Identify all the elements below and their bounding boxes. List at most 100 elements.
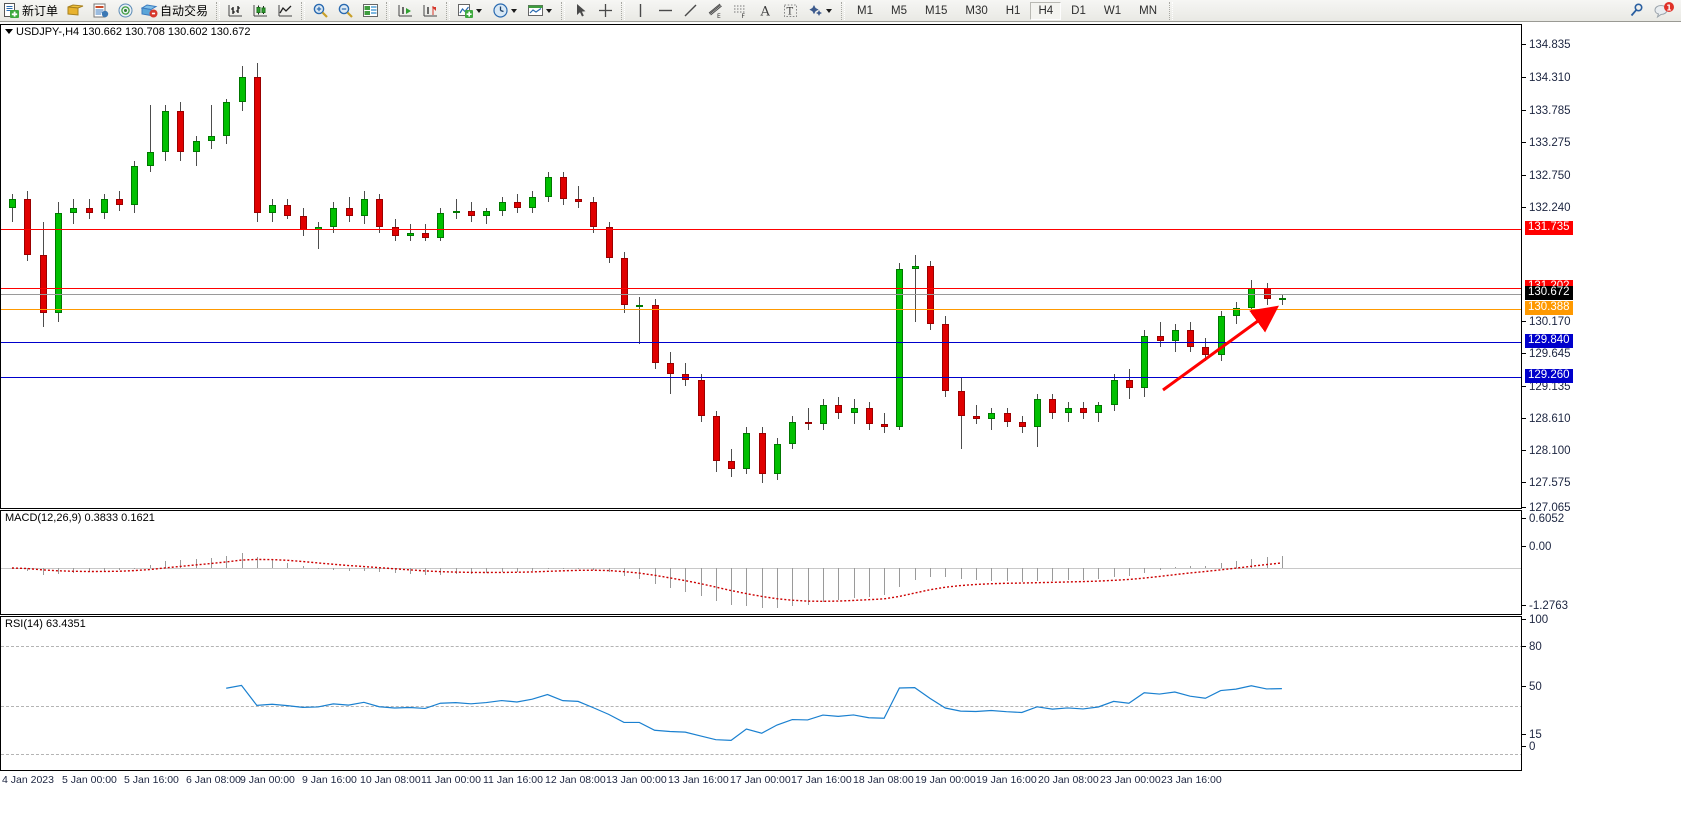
equidistant-channel-button[interactable]: E bbox=[704, 1, 727, 21]
folder-icon bbox=[67, 2, 84, 19]
timeframe-button-d1[interactable]: D1 bbox=[1071, 4, 1086, 17]
tick-label: 132.240 bbox=[1529, 202, 1571, 214]
vertical-line-button[interactable] bbox=[629, 1, 652, 21]
tick-label: 128.610 bbox=[1529, 413, 1571, 425]
trendline-button[interactable] bbox=[679, 1, 702, 21]
timeframe-button-m5[interactable]: M5 bbox=[891, 4, 907, 17]
templates-button[interactable] bbox=[524, 1, 557, 21]
price-level-label-resistance-2[interactable]: 131.735 bbox=[1525, 221, 1573, 235]
tick-label: 0.6052 bbox=[1529, 513, 1565, 525]
timeframe-button-m1[interactable]: M1 bbox=[857, 4, 874, 17]
chart-menu-chevron-down-icon[interactable] bbox=[5, 29, 13, 34]
horizontal-line-icon bbox=[657, 2, 674, 19]
auto-trading-button[interactable]: 自动交易 bbox=[139, 1, 212, 21]
candlestick bbox=[1064, 25, 1072, 505]
zoom-in-icon bbox=[312, 2, 329, 19]
line-chart-button[interactable] bbox=[274, 1, 297, 21]
templates-chevron-down-icon[interactable] bbox=[546, 8, 553, 13]
search-icon[interactable] bbox=[1628, 2, 1645, 19]
macd-histogram-bar bbox=[914, 568, 916, 580]
price-line-pivot-level[interactable] bbox=[1, 309, 1521, 310]
new-order-button[interactable]: 新订单 bbox=[1, 1, 62, 21]
time-tick-label: 19 Jan 16:00 bbox=[976, 774, 1037, 786]
tick-mark bbox=[1522, 44, 1526, 45]
tick-mark bbox=[1522, 482, 1526, 483]
bar-chart-button[interactable] bbox=[224, 1, 247, 21]
zoom-in-button[interactable] bbox=[309, 1, 332, 21]
market-watch-button[interactable] bbox=[89, 1, 112, 21]
candle-body bbox=[1141, 335, 1149, 389]
notifications-icon[interactable]: 1 bbox=[1653, 2, 1675, 19]
candlestick bbox=[819, 25, 827, 505]
candlestick bbox=[269, 25, 277, 505]
candle-body bbox=[1278, 297, 1286, 300]
tick-mark bbox=[1522, 605, 1526, 606]
crosshair-icon bbox=[597, 2, 614, 19]
timeframe-button-w1[interactable]: W1 bbox=[1103, 4, 1122, 17]
price-level-label-current-price[interactable]: 130.672 bbox=[1525, 286, 1573, 300]
price-line-support-2[interactable] bbox=[1, 377, 1521, 378]
price-line-resistance-1[interactable] bbox=[1, 288, 1521, 289]
chart-shift-button[interactable] bbox=[419, 1, 442, 21]
horizontal-line-button[interactable] bbox=[654, 1, 677, 21]
navigator-button[interactable] bbox=[114, 1, 137, 21]
time-tick-label: 10 Jan 08:00 bbox=[360, 774, 421, 786]
candlestick bbox=[835, 25, 843, 505]
chart-area[interactable]: USDJPY-,H4 130.662 130.708 130.602 130.6… bbox=[0, 22, 1681, 826]
macd-histogram-bar bbox=[409, 568, 411, 575]
shapes-button[interactable] bbox=[804, 1, 837, 21]
macd-histogram-bar bbox=[899, 568, 901, 587]
price-scale[interactable]: 134.835 134.310 133.785 133.275 132.750 132.2… bbox=[1522, 24, 1681, 771]
timeframe-button-h1[interactable]: H1 bbox=[1005, 4, 1021, 17]
tile-windows-button[interactable] bbox=[359, 1, 382, 21]
price-tick: 127.575 bbox=[1522, 477, 1571, 489]
candlestick bbox=[1263, 25, 1271, 505]
crosshair-button[interactable] bbox=[594, 1, 617, 21]
time-axis[interactable]: 4 Jan 2023 5 Jan 00:00 5 Jan 16:00 6 Jan 08… bbox=[0, 772, 1681, 790]
candle-body bbox=[957, 391, 965, 417]
macd-histogram-bar bbox=[103, 568, 105, 572]
text-button[interactable]: A bbox=[754, 1, 777, 21]
price-line-support-1[interactable] bbox=[1, 342, 1521, 343]
candlestick bbox=[911, 25, 919, 505]
price-level-label-support-2[interactable]: 129.260 bbox=[1525, 369, 1573, 383]
rsi-pane[interactable]: RSI(14) 63.4351 bbox=[0, 616, 1522, 771]
indicator-tick: 15 bbox=[1522, 729, 1542, 741]
price-level-label-pivot-level[interactable]: 130.388 bbox=[1525, 301, 1573, 315]
timeframe-button-mn[interactable]: MN bbox=[1139, 4, 1157, 17]
timeframe-button-m15[interactable]: M15 bbox=[925, 4, 948, 17]
candlestick bbox=[666, 25, 674, 505]
price-level-label-support-1[interactable]: 129.840 bbox=[1525, 334, 1573, 348]
macd-histogram-bar bbox=[807, 568, 809, 605]
period-button[interactable] bbox=[489, 1, 522, 21]
shapes-chevron-down-icon[interactable] bbox=[826, 8, 833, 13]
indicators-button[interactable] bbox=[454, 1, 487, 21]
tick-mark bbox=[1522, 77, 1526, 78]
text-label-button[interactable]: T bbox=[779, 1, 802, 21]
cursor-button[interactable] bbox=[569, 1, 592, 21]
timeframe-button-h4[interactable]: H4 bbox=[1030, 1, 1062, 20]
candle-body bbox=[24, 199, 32, 255]
macd-pane[interactable]: MACD(12,26,9) 0.3833 0.1621 bbox=[0, 510, 1522, 615]
candlestick-chart-button[interactable] bbox=[249, 1, 272, 21]
candle-body bbox=[376, 199, 384, 228]
candle-body bbox=[1171, 330, 1179, 342]
fibonacci-button[interactable]: F bbox=[729, 1, 752, 21]
zoom-out-button[interactable] bbox=[334, 1, 357, 21]
candle-wick bbox=[884, 413, 886, 433]
price-tick: 128.610 bbox=[1522, 413, 1571, 425]
toolbar-separator-6 bbox=[621, 1, 626, 20]
period-chevron-down-icon[interactable] bbox=[511, 8, 518, 13]
profiles-button[interactable] bbox=[64, 1, 87, 21]
macd-histogram-bar bbox=[1159, 568, 1161, 570]
price-pane[interactable]: USDJPY-,H4 130.662 130.708 130.602 130.6… bbox=[0, 24, 1522, 509]
timeframe-button-m30[interactable]: M30 bbox=[965, 4, 988, 17]
tick-mark bbox=[1522, 142, 1526, 143]
candlestick bbox=[54, 25, 62, 505]
candle-body bbox=[666, 363, 674, 375]
price-line-resistance-2[interactable] bbox=[1, 229, 1521, 230]
macd-histogram-bar bbox=[532, 568, 534, 571]
auto-scroll-button[interactable] bbox=[394, 1, 417, 21]
indicators-chevron-down-icon[interactable] bbox=[476, 8, 483, 13]
candle-body bbox=[942, 324, 950, 392]
